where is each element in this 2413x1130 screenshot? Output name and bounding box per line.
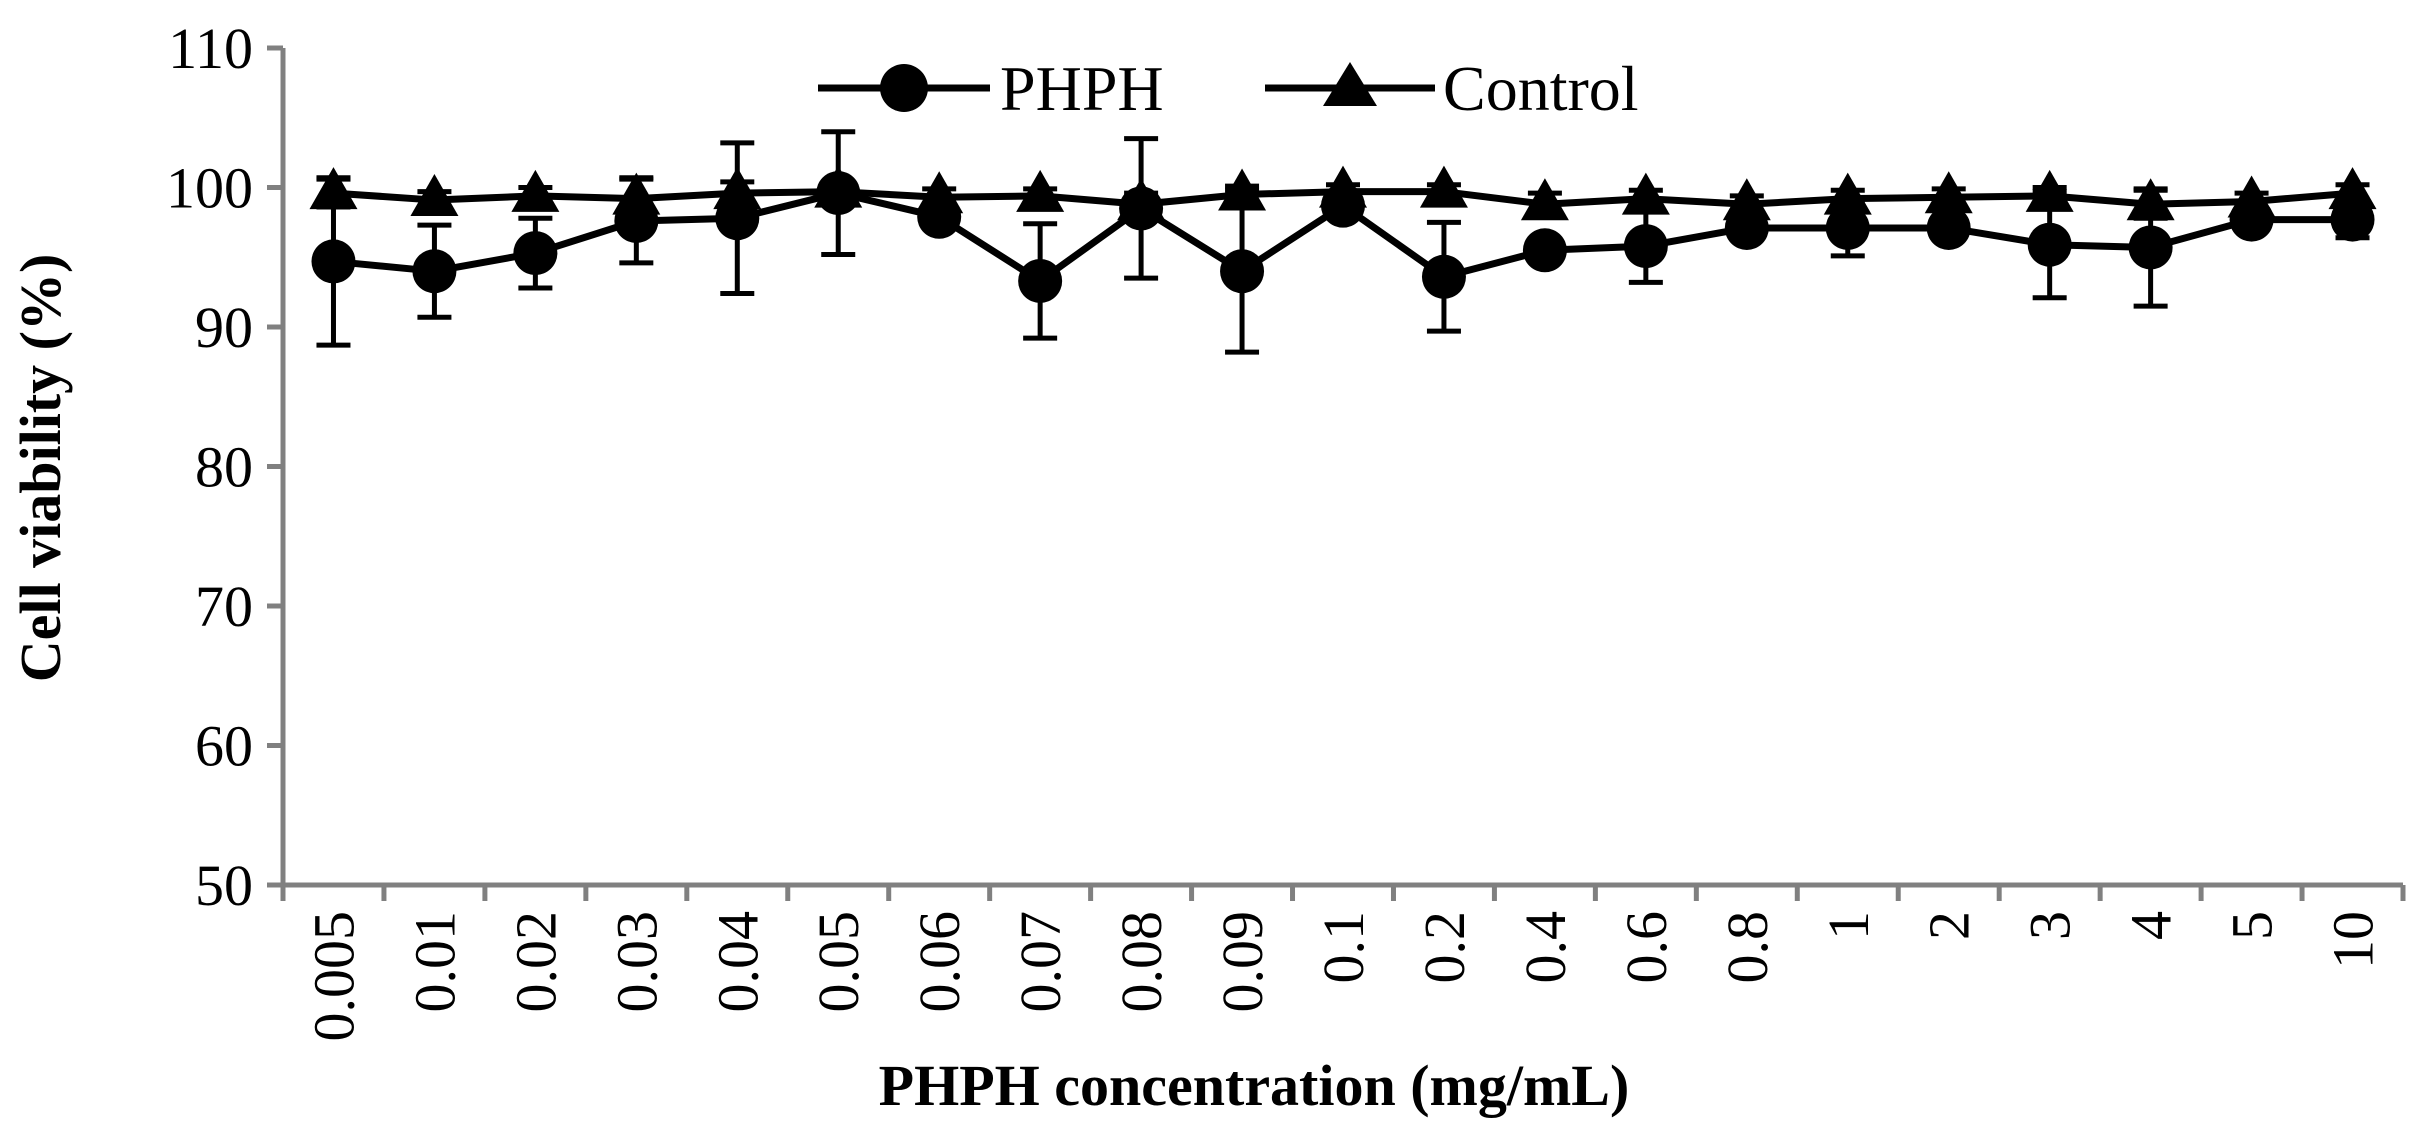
phph-point	[2128, 225, 2173, 270]
control-point	[814, 165, 863, 208]
x-tick-label: 0.03	[604, 911, 669, 1013]
x-tick-label: 2	[1917, 911, 1982, 940]
x-tick-label: 3	[2018, 911, 2083, 940]
phph-point	[1522, 228, 1567, 273]
phph-point	[1018, 258, 1063, 303]
phph-point	[412, 249, 457, 294]
control-point	[915, 171, 964, 214]
x-tick-label: 0.005	[301, 911, 366, 1042]
control-point	[1419, 165, 1468, 208]
series-layer	[309, 129, 2377, 355]
x-tick-label: 0.1	[1311, 911, 1376, 984]
phph-point	[1220, 249, 1265, 294]
control-point	[1117, 178, 1166, 221]
x-tick-label: 0.02	[503, 911, 568, 1013]
legend-control-marker	[1323, 62, 1377, 106]
control-point	[2328, 167, 2377, 210]
x-tick-label: 0.04	[705, 911, 770, 1013]
phph-point	[1825, 205, 1870, 250]
x-tick-label: 0.08	[1109, 911, 1174, 1013]
control-point	[1823, 172, 1872, 215]
x-tick-label: 4	[2119, 911, 2184, 940]
x-tick-label: 0.01	[402, 911, 467, 1013]
control-point	[612, 172, 661, 215]
y-tick-label: 100	[166, 156, 253, 221]
control-point	[309, 167, 358, 210]
control-point	[2126, 178, 2175, 221]
series-control	[309, 165, 2377, 223]
legend-phph-label: PHPH	[1000, 53, 1164, 124]
x-tick-labels: 0.005 0.01 0.02 0.03 0.04 0.05 0.06 0.07 0.08 0.0…	[301, 911, 2385, 1042]
phph-point	[311, 239, 356, 284]
y-tick-label: 70	[195, 574, 253, 639]
axes	[267, 45, 2406, 901]
x-tick-label: 0.8	[1715, 911, 1780, 984]
phph-point	[1926, 205, 1971, 250]
x-tick-label: 1	[1816, 911, 1881, 940]
legend: PHPH Control	[818, 53, 1639, 124]
control-point	[1319, 165, 1367, 208]
y-tick-label: 50	[195, 853, 253, 918]
phph-point	[1421, 254, 1466, 299]
x-tick-label: 0.2	[1412, 911, 1477, 984]
x-tick-label: 0.05	[806, 911, 871, 1013]
phph-point	[513, 231, 558, 276]
control-point	[410, 174, 459, 217]
control-point	[1016, 169, 1065, 212]
phph-point	[2027, 222, 2072, 267]
x-tick-label: 0.6	[1614, 911, 1679, 984]
x-axis-title: PHPH concentration (mg/mL)	[879, 1053, 1630, 1118]
control-point	[2025, 169, 2074, 212]
control-point	[1520, 178, 1569, 221]
phph-point	[1623, 224, 1668, 269]
y-tick-label: 90	[195, 295, 253, 360]
control-point	[1722, 178, 1771, 221]
x-tick-label: 0.4	[1513, 911, 1578, 984]
y-tick-label: 80	[195, 435, 253, 500]
control-point	[1218, 168, 1267, 211]
legend-phph-marker	[880, 64, 928, 112]
x-tick-label: 0.07	[1008, 911, 1073, 1013]
control-point	[2227, 175, 2276, 218]
control-point	[511, 169, 560, 212]
y-axis-title: Cell viability (%)	[8, 254, 73, 683]
legend-control-label: Control	[1443, 53, 1639, 124]
control-point	[1621, 172, 1670, 215]
control-point	[713, 167, 762, 210]
x-tick-label: 5	[2220, 911, 2285, 940]
x-tick-label: 0.06	[907, 911, 972, 1013]
y-tick-label: 60	[195, 714, 253, 779]
y-tick-labels: 50 60 70 80 90 100 110	[166, 16, 253, 918]
series-phph	[311, 129, 2375, 355]
y-tick-label: 110	[168, 16, 253, 81]
x-tick-label: 0.09	[1210, 911, 1275, 1013]
x-tick-label: 10	[2321, 911, 2386, 969]
control-point	[1924, 171, 1973, 214]
